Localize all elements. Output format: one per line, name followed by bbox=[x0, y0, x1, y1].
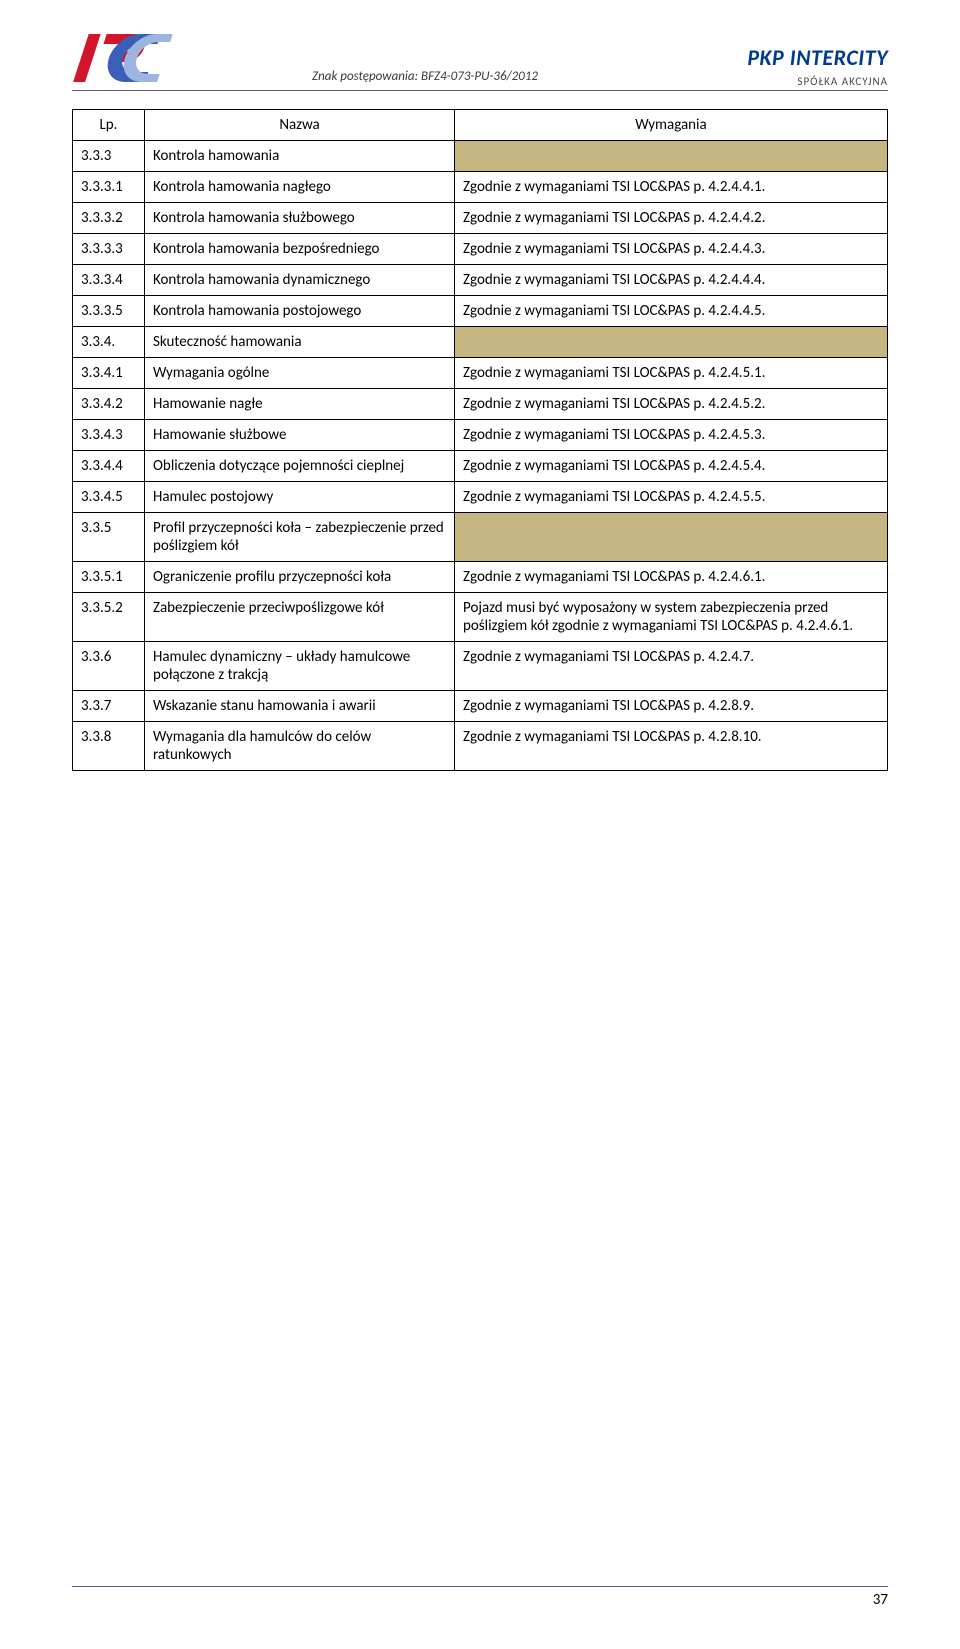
cell-name: Kontrola hamowania dynamicznego bbox=[145, 265, 455, 296]
cell-requirement: Zgodnie z wymaganiami TSI LOC&PAS p. 4.2… bbox=[455, 642, 888, 691]
cell-number: 3.3.3 bbox=[73, 141, 145, 172]
table-row: 3.3.3.3Kontrola hamowania bezpośredniego… bbox=[73, 234, 888, 265]
cell-requirement bbox=[455, 513, 888, 562]
cell-requirement: Pojazd musi być wyposażony w system zabe… bbox=[455, 593, 888, 642]
table-row: 3.3.8Wymagania dla hamulców do celów rat… bbox=[73, 722, 888, 771]
cell-number: 3.3.3.4 bbox=[73, 265, 145, 296]
cell-name: Wymagania dla hamulców do celów ratunkow… bbox=[145, 722, 455, 771]
table-row: 3.3.4.3Hamowanie służboweZgodnie z wymag… bbox=[73, 420, 888, 451]
col-header-wymagania: Wymagania bbox=[455, 110, 888, 141]
requirements-table: Lp. Nazwa Wymagania 3.3.3Kontrola hamowa… bbox=[72, 109, 888, 771]
cell-number: 3.3.5.2 bbox=[73, 593, 145, 642]
cell-requirement: Zgodnie z wymaganiami TSI LOC&PAS p. 4.2… bbox=[455, 389, 888, 420]
cell-requirement: Zgodnie z wymaganiami TSI LOC&PAS p. 4.2… bbox=[455, 203, 888, 234]
table-row: 3.3.6Hamulec dynamiczny – układy hamulco… bbox=[73, 642, 888, 691]
cell-number: 3.3.3.5 bbox=[73, 296, 145, 327]
cell-number: 3.3.4.1 bbox=[73, 358, 145, 389]
cell-name: Hamulec dynamiczny – układy hamulcowe po… bbox=[145, 642, 455, 691]
logo-icon bbox=[72, 28, 182, 88]
col-header-nazwa: Nazwa bbox=[145, 110, 455, 141]
cell-requirement: Zgodnie z wymaganiami TSI LOC&PAS p. 4.2… bbox=[455, 722, 888, 771]
cell-name: Hamowanie nagłe bbox=[145, 389, 455, 420]
cell-name: Kontrola hamowania bezpośredniego bbox=[145, 234, 455, 265]
cell-name: Kontrola hamowania nagłego bbox=[145, 172, 455, 203]
page-container: Znak postępowania: BFZ4-073-PU-36/2012 P… bbox=[0, 0, 960, 1649]
cell-number: 3.3.3.3 bbox=[73, 234, 145, 265]
cell-name: Obliczenia dotyczące pojemności cieplnej bbox=[145, 451, 455, 482]
cell-requirement: Zgodnie z wymaganiami TSI LOC&PAS p. 4.2… bbox=[455, 562, 888, 593]
cell-requirement: Zgodnie z wymaganiami TSI LOC&PAS p. 4.2… bbox=[455, 296, 888, 327]
cell-number: 3.3.5.1 bbox=[73, 562, 145, 593]
brand-subtitle: SPÓŁKA AKCYJNA bbox=[668, 75, 888, 88]
cell-number: 3.3.7 bbox=[73, 691, 145, 722]
cell-number: 3.3.3.1 bbox=[73, 172, 145, 203]
cell-number: 3.3.4.5 bbox=[73, 482, 145, 513]
cell-name: Kontrola hamowania służbowego bbox=[145, 203, 455, 234]
cell-requirement: Zgodnie z wymaganiami TSI LOC&PAS p. 4.2… bbox=[455, 358, 888, 389]
table-row: 3.3.4.5Hamulec postojowyZgodnie z wymaga… bbox=[73, 482, 888, 513]
page-header: Znak postępowania: BFZ4-073-PU-36/2012 P… bbox=[72, 28, 888, 91]
table-row: 3.3.4.2Hamowanie nagłeZgodnie z wymagani… bbox=[73, 389, 888, 420]
cell-number: 3.3.3.2 bbox=[73, 203, 145, 234]
table-row: 3.3.5.2Zabezpieczenie przeciwpoślizgowe … bbox=[73, 593, 888, 642]
cell-requirement: Zgodnie z wymaganiami TSI LOC&PAS p. 4.2… bbox=[455, 691, 888, 722]
cell-number: 3.3.4.3 bbox=[73, 420, 145, 451]
table-row: 3.3.3.5Kontrola hamowania postojowegoZgo… bbox=[73, 296, 888, 327]
table-row: 3.3.3Kontrola hamowania bbox=[73, 141, 888, 172]
cell-number: 3.3.5 bbox=[73, 513, 145, 562]
cell-requirement: Zgodnie z wymaganiami TSI LOC&PAS p. 4.2… bbox=[455, 265, 888, 296]
cell-number: 3.3.4.4 bbox=[73, 451, 145, 482]
cell-name: Hamulec postojowy bbox=[145, 482, 455, 513]
cell-name: Hamowanie służbowe bbox=[145, 420, 455, 451]
cell-number: 3.3.4.2 bbox=[73, 389, 145, 420]
table-row: 3.3.3.1Kontrola hamowania nagłegoZgodnie… bbox=[73, 172, 888, 203]
brand-name: PKP INTERCITY bbox=[668, 44, 888, 71]
col-header-lp: Lp. bbox=[73, 110, 145, 141]
table-row: 3.3.7Wskazanie stanu hamowania i awariiZ… bbox=[73, 691, 888, 722]
cell-requirement: Zgodnie z wymaganiami TSI LOC&PAS p. 4.2… bbox=[455, 234, 888, 265]
cell-name: Kontrola hamowania bbox=[145, 141, 455, 172]
table-row: 3.3.4.1Wymagania ogólneZgodnie z wymagan… bbox=[73, 358, 888, 389]
page-number: 37 bbox=[72, 1586, 888, 1609]
cell-name: Ograniczenie profilu przyczepności koła bbox=[145, 562, 455, 593]
table-row: 3.3.3.2Kontrola hamowania służbowegoZgod… bbox=[73, 203, 888, 234]
cell-name: Wymagania ogólne bbox=[145, 358, 455, 389]
table-row: 3.3.4.4Obliczenia dotyczące pojemności c… bbox=[73, 451, 888, 482]
table-header-row: Lp. Nazwa Wymagania bbox=[73, 110, 888, 141]
cell-requirement bbox=[455, 327, 888, 358]
cell-requirement: Zgodnie z wymaganiami TSI LOC&PAS p. 4.2… bbox=[455, 420, 888, 451]
table-row: 3.3.3.4Kontrola hamowania dynamicznegoZg… bbox=[73, 265, 888, 296]
cell-name: Kontrola hamowania postojowego bbox=[145, 296, 455, 327]
cell-requirement: Zgodnie z wymaganiami TSI LOC&PAS p. 4.2… bbox=[455, 451, 888, 482]
cell-name: Zabezpieczenie przeciwpoślizgowe kół bbox=[145, 593, 455, 642]
cell-number: 3.3.4. bbox=[73, 327, 145, 358]
cell-name: Wskazanie stanu hamowania i awarii bbox=[145, 691, 455, 722]
cell-requirement: Zgodnie z wymaganiami TSI LOC&PAS p. 4.2… bbox=[455, 172, 888, 203]
table-row: 3.3.5.1Ograniczenie profilu przyczepnośc… bbox=[73, 562, 888, 593]
header-brand: PKP INTERCITY SPÓŁKA AKCYJNA bbox=[668, 44, 888, 88]
header-procedure-label: Znak postępowania: BFZ4-073-PU-36/2012 bbox=[182, 69, 668, 88]
table-row: 3.3.5Profil przyczepności koła – zabezpi… bbox=[73, 513, 888, 562]
cell-requirement bbox=[455, 141, 888, 172]
cell-name: Profil przyczepności koła – zabezpieczen… bbox=[145, 513, 455, 562]
cell-number: 3.3.6 bbox=[73, 642, 145, 691]
cell-name: Skuteczność hamowania bbox=[145, 327, 455, 358]
cell-requirement: Zgodnie z wymaganiami TSI LOC&PAS p. 4.2… bbox=[455, 482, 888, 513]
table-row: 3.3.4.Skuteczność hamowania bbox=[73, 327, 888, 358]
cell-number: 3.3.8 bbox=[73, 722, 145, 771]
